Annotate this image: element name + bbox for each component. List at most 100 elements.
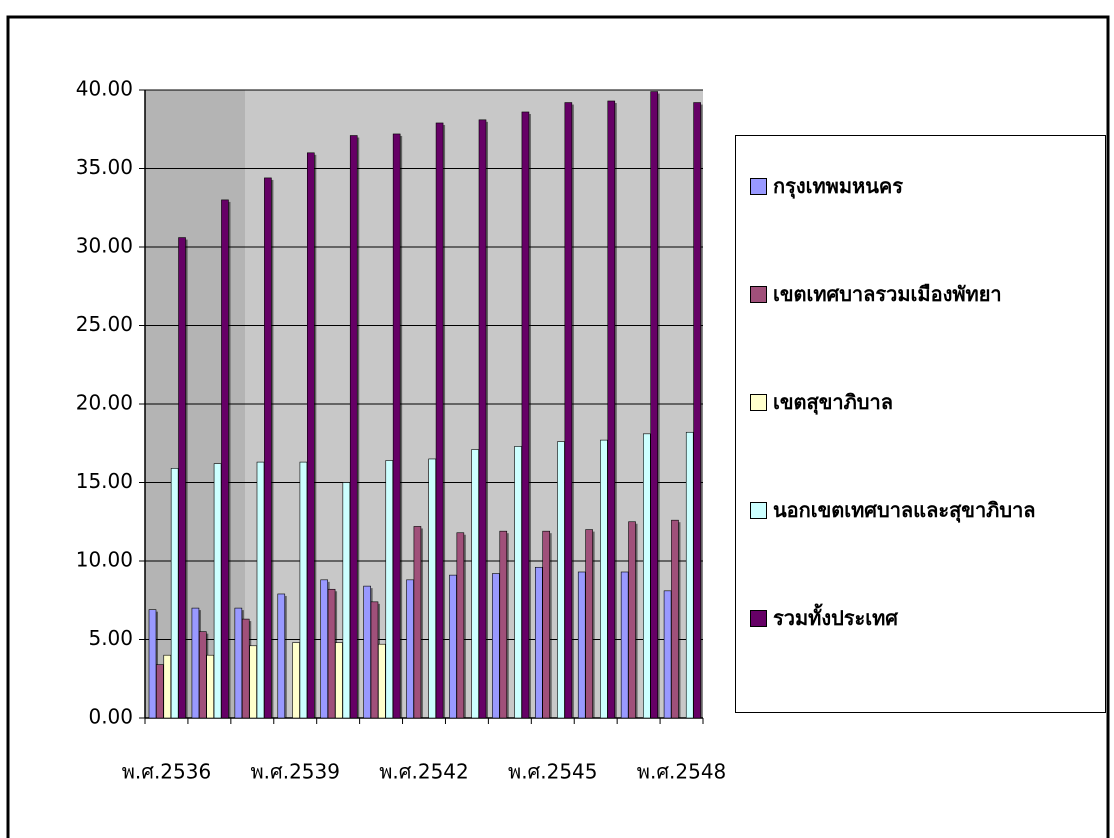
y-tick-label: 15.00 bbox=[76, 469, 133, 493]
bar bbox=[234, 607, 243, 719]
y-tick-label: 10.00 bbox=[76, 548, 133, 572]
legend-item: กรุงเทพมหนคร bbox=[750, 166, 1097, 274]
bar bbox=[521, 111, 530, 719]
bar bbox=[264, 177, 272, 719]
bar-side bbox=[700, 104, 703, 718]
bar bbox=[499, 530, 508, 719]
y-tick-label: 35.00 bbox=[76, 155, 133, 179]
bar bbox=[663, 590, 672, 719]
y-tick-label: 0.00 bbox=[88, 705, 133, 729]
bar bbox=[370, 601, 379, 719]
bar-side bbox=[486, 121, 488, 718]
bar-side bbox=[592, 531, 595, 718]
bar bbox=[449, 574, 457, 719]
frame bbox=[6, 15, 1110, 838]
bar bbox=[363, 585, 371, 719]
bar-side bbox=[443, 124, 446, 719]
bar bbox=[392, 133, 401, 719]
bar bbox=[628, 521, 636, 719]
bar bbox=[542, 530, 550, 719]
y-tick-label: 30.00 bbox=[76, 234, 133, 258]
bar bbox=[163, 654, 172, 719]
bar-side bbox=[185, 239, 188, 718]
bar bbox=[428, 458, 436, 719]
bar-side bbox=[357, 137, 360, 718]
bar bbox=[557, 441, 565, 719]
bar bbox=[607, 100, 616, 719]
bar bbox=[435, 122, 444, 719]
bar bbox=[148, 609, 157, 719]
bar bbox=[478, 119, 487, 719]
bar bbox=[685, 431, 694, 719]
bar-side bbox=[614, 102, 617, 719]
legend-swatch bbox=[750, 394, 767, 411]
bar-side bbox=[284, 595, 287, 718]
bar bbox=[585, 529, 593, 719]
bar bbox=[277, 593, 286, 719]
legend-label: รวมทั้งประเทศ bbox=[773, 606, 898, 630]
x-tick-label: พ.ศ.2542 bbox=[379, 760, 469, 784]
bar bbox=[178, 237, 186, 719]
bar bbox=[299, 461, 308, 719]
bar bbox=[620, 571, 629, 719]
bar-side bbox=[420, 528, 423, 718]
legend-swatch bbox=[750, 178, 767, 195]
bar bbox=[471, 449, 479, 719]
x-tick-label: พ.ศ.2548 bbox=[637, 760, 727, 784]
x-tick-label: พ.ศ.2545 bbox=[508, 760, 598, 784]
legend-label: เขตสุขาภิบาล bbox=[773, 390, 893, 414]
bar bbox=[320, 579, 328, 719]
bar bbox=[535, 566, 543, 719]
y-tick-label: 5.00 bbox=[88, 626, 133, 650]
bar bbox=[213, 463, 222, 719]
bar-side bbox=[400, 135, 403, 718]
bar bbox=[327, 588, 336, 719]
bar bbox=[292, 642, 300, 719]
legend-swatch bbox=[750, 286, 767, 303]
legend: กรุงเทพมหนครเขตเทศบาลรวมเมืองพัทยาเขตสุข… bbox=[735, 135, 1106, 713]
legend-label: เขตเทศบาลรวมเมืองพัทยา bbox=[773, 282, 1002, 306]
bar-side bbox=[571, 104, 574, 718]
bar bbox=[156, 664, 164, 719]
bar-side bbox=[314, 154, 317, 719]
bar bbox=[564, 102, 573, 719]
bar-side bbox=[657, 93, 660, 718]
bar bbox=[342, 482, 351, 719]
legend-swatch bbox=[750, 610, 767, 627]
legend-item: นอกเขตเทศบาลและสุขาภิบาล bbox=[750, 490, 1097, 598]
y-tick-label: 40.00 bbox=[76, 77, 133, 101]
bar bbox=[385, 460, 394, 719]
legend-item: เขตสุขาภิบาล bbox=[750, 382, 1097, 490]
bar bbox=[600, 439, 608, 719]
bar-side bbox=[463, 534, 466, 718]
bar bbox=[170, 468, 179, 719]
legend-label: นอกเขตเทศบาลและสุขาภิบาล bbox=[773, 498, 1036, 522]
bar bbox=[406, 579, 414, 719]
bar-side bbox=[678, 522, 681, 718]
bar bbox=[643, 433, 651, 719]
bar bbox=[206, 654, 214, 719]
bar bbox=[199, 631, 207, 719]
bar-side bbox=[528, 113, 531, 719]
bar bbox=[249, 645, 257, 719]
bar bbox=[191, 607, 200, 719]
bar bbox=[241, 618, 250, 719]
bar bbox=[693, 102, 701, 719]
bar bbox=[335, 642, 343, 719]
bar-side bbox=[228, 201, 231, 718]
bar bbox=[378, 643, 386, 719]
bar bbox=[221, 199, 229, 719]
bar bbox=[456, 532, 465, 719]
bar bbox=[671, 519, 679, 719]
bar bbox=[349, 135, 358, 719]
bar-side bbox=[549, 533, 552, 718]
bar-side bbox=[271, 179, 274, 719]
bar-side bbox=[635, 523, 638, 718]
bar bbox=[492, 573, 500, 719]
y-tick-label: 20.00 bbox=[76, 391, 133, 415]
bar bbox=[514, 446, 522, 719]
bar bbox=[650, 91, 658, 719]
x-tick-label: พ.ศ.2536 bbox=[122, 760, 212, 784]
